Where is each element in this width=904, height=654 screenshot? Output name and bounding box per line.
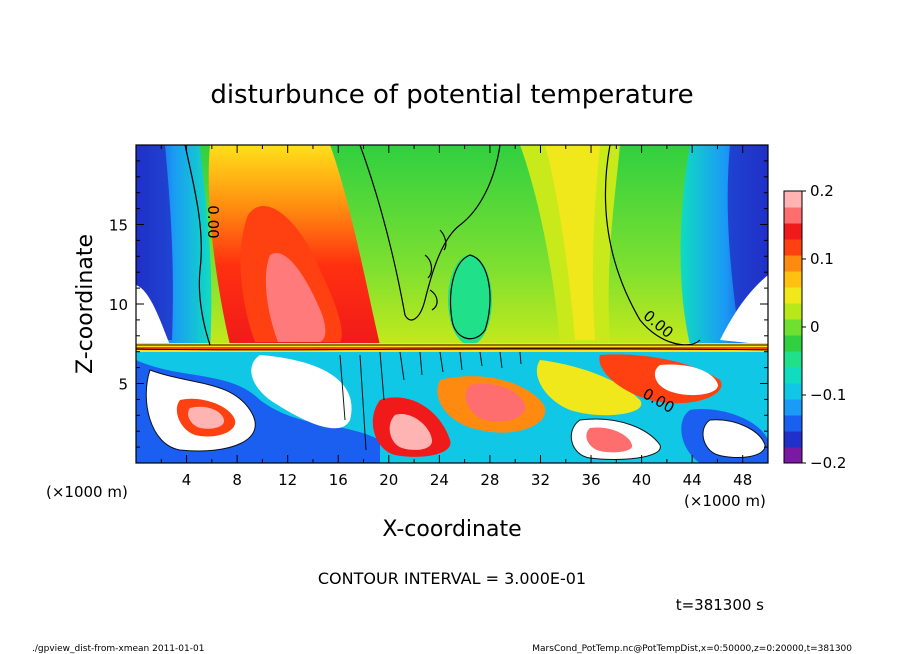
colorbar-swatch xyxy=(784,223,802,240)
colorbar-swatch xyxy=(784,287,802,304)
colorbar-swatch xyxy=(784,383,802,400)
y-tick-label: 5 xyxy=(118,376,128,394)
colorbar xyxy=(783,190,803,464)
colorbar-swatch xyxy=(784,431,802,448)
colorbar-swatch xyxy=(784,303,802,320)
colorbar-swatch xyxy=(784,367,802,384)
y-tick-label: 10 xyxy=(109,296,128,314)
colorbar-swatch xyxy=(784,415,802,432)
colorbar-swatch xyxy=(784,191,802,208)
colorbar-swatch xyxy=(784,447,802,464)
x-tick-label: 44 xyxy=(683,471,702,489)
colorbar-tick-label: 0.1 xyxy=(810,250,834,268)
x-axis-units: (×1000 m) xyxy=(684,492,766,510)
contour-label: 0.00 xyxy=(204,205,222,238)
x-axis-ticks: 4 8 12 16 20 24 28 32 36 40 44 48 xyxy=(135,145,769,489)
colorbar-swatch xyxy=(784,255,802,272)
x-axis-label: X-coordinate xyxy=(382,517,521,542)
y-axis-units: (×1000 m) xyxy=(46,483,128,501)
time-text: t=381300 s xyxy=(676,596,764,614)
x-tick-label: 28 xyxy=(480,471,499,489)
colorbar-swatch xyxy=(784,351,802,368)
x-tick-label: 24 xyxy=(430,471,449,489)
footer-right: MarsCond_PotTemp.nc@PotTempDist,x=0:5000… xyxy=(532,644,852,654)
x-tick-label: 12 xyxy=(278,471,297,489)
colorbar-swatch xyxy=(784,271,802,288)
colorbar-swatch xyxy=(784,335,802,352)
y-axis-ticks: 5 10 15 xyxy=(109,144,768,464)
x-tick-label: 4 xyxy=(182,471,192,489)
heatmap-field: 0.00 0.00 0.00 xyxy=(136,145,768,463)
x-tick-label: 16 xyxy=(329,471,348,489)
colorbar-tick-label: −0.2 xyxy=(810,454,846,472)
x-tick-label: 36 xyxy=(581,471,600,489)
colorbar-swatch xyxy=(784,207,802,224)
contour-interval-text: CONTOUR INTERVAL = 3.000E-01 xyxy=(318,569,586,588)
colorbar-tick-label: 0 xyxy=(810,318,820,336)
chart-title: disturbunce of potential temperature xyxy=(210,80,693,110)
x-tick-label: 8 xyxy=(232,471,242,489)
colorbar-swatch xyxy=(784,399,802,416)
colorbar-tick-label: 0.2 xyxy=(810,182,834,200)
x-tick-label: 48 xyxy=(733,471,752,489)
y-axis-label: Z-coordinate xyxy=(73,234,98,374)
colorbar-tick-label: −0.1 xyxy=(810,386,846,404)
colorbar-swatch xyxy=(784,239,802,256)
colorbar-swatch xyxy=(784,319,802,336)
x-tick-label: 20 xyxy=(379,471,398,489)
x-tick-label: 32 xyxy=(531,471,550,489)
y-tick-label: 15 xyxy=(109,217,128,235)
colorbar-ticks: 0.2 0.1 0 −0.1 −0.2 xyxy=(802,182,846,472)
footer-left: ./gpview_dist-from-xmean 2011-01-01 xyxy=(32,644,204,654)
x-tick-label: 40 xyxy=(632,471,651,489)
